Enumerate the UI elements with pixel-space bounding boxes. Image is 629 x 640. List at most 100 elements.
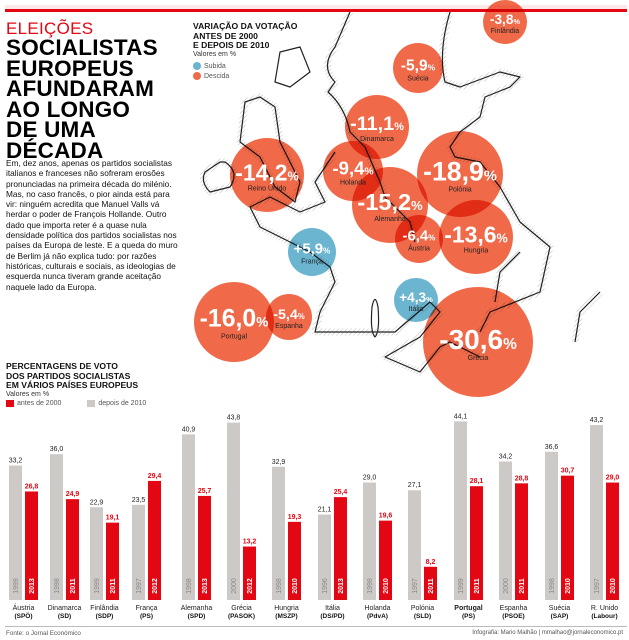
bar-after [470,486,483,600]
value-label-before: 33,2 [9,458,23,465]
bubble-down [393,43,443,93]
value-label-after: 19,3 [288,514,302,521]
bubble-country: Grécia [467,355,489,362]
year-label-after: 2013 [338,578,345,594]
value-label-before: 22,9 [90,499,104,506]
bubble-label: -16,0% Portugal [199,305,269,341]
bubble-country: Portugal [220,333,248,341]
category-label: Espanha [500,605,528,612]
credit-note: Infografia: Mario Malhão | mmalhao@jorna… [472,630,623,636]
bar-before [132,504,145,600]
bubble-percent: % [323,246,331,256]
bubble-down [395,215,443,263]
bubble-down [194,282,274,362]
bubble-label: -5,9% Suécia [401,58,435,82]
party-label: (SAP) [551,613,569,620]
value-label-before: 43,2 [590,417,604,424]
footer-divider [5,626,627,627]
value-label-after: 19,6 [379,513,393,520]
bubble-label: -9,4% Holanda [332,157,373,186]
year-label-after: 2010 [383,578,390,594]
bar-after [379,520,392,600]
value-label-before: 40,9 [182,426,196,433]
legend-item-before: antes de 2000 [6,400,61,407]
category-label: Dinamarca [48,605,82,612]
year-label-before: 2000 [231,578,238,594]
bubble-value: -9,4 [332,157,365,179]
bar-before [90,507,103,600]
chart-title-line: PERCENTAGENS DE VOTO [6,361,118,371]
bar-before [363,482,376,600]
year-label-after: 2010 [565,578,572,594]
bubble-country: Áustria [408,245,430,253]
bubble-percent: % [427,62,436,73]
party-label: (DS/PD) [320,613,344,620]
bubble-value: -5,9 [400,57,428,75]
bubble-percent: % [287,169,299,184]
bubble-country: Alemanha [374,215,406,223]
bubble-label: +4,3% Itália [399,291,433,313]
value-label-after: 29,4 [148,473,162,480]
legend-label: Descida [204,72,230,80]
year-label-before: 1997 [594,578,601,594]
value-label-before: 21,1 [318,507,332,514]
category-label: Finlândia [90,605,119,612]
legend-item-up: Subida [193,61,229,71]
value-label-before: 36,0 [50,446,64,453]
value-label-before: 44,1 [454,413,468,420]
value-label-before: 29,0 [363,475,377,482]
year-label-before: 1998 [54,578,61,594]
year-label-before: 1999 [94,578,101,594]
headline-line: EUROPEUS [6,55,134,81]
party-label: (PS) [462,613,475,620]
bubble-percent: % [496,231,508,246]
category-label: Itália [325,605,340,612]
value-label-after: 28,1 [470,478,484,485]
value-label-after: 8,2 [426,559,436,566]
bar-before [454,421,467,600]
bubble-value: -16,0 [199,305,257,333]
value-label-before: 36,6 [545,444,559,451]
bubble-percent: % [513,17,521,27]
party-label: (PASOK) [228,613,255,620]
bar-after [424,566,437,600]
bar-after [606,482,619,600]
year-label-after: 2011 [110,578,117,593]
legend-label: Subida [204,62,226,70]
bar-after [66,499,79,600]
legend-label: antes de 2000 [17,400,62,407]
chart-title: PERCENTAGENS DE VOTO DOS PARTIDOS SOCIAL… [6,361,138,391]
map-subtitle: Valores em % [193,51,237,58]
year-label-before: 1997 [136,578,143,594]
bubble-value: -13,6 [444,221,497,248]
category-label: Portugal [454,605,482,612]
bubble-label: -13,6% Hungria [444,221,508,255]
value-label-after: 25,7 [198,488,212,495]
bar-before [590,425,603,600]
map-legend: Subida Descida [193,61,229,81]
bubble-country: França [301,258,323,266]
year-label-before: 1998 [367,578,374,594]
bubble-label: -6,4% Áustria [403,229,436,253]
bubble-label: -11,1% Dinamarca [350,113,404,143]
party-label: (MSZP) [275,613,297,620]
down-dot-icon [193,72,201,80]
headline: SOCIALISTAS EUROPEUS AFUNDARAM AO LONGO … [6,37,186,161]
bubble-percent: % [426,295,433,305]
bar-after [334,497,347,600]
bubble-country: Hungria [463,247,489,255]
year-label-before: 1998 [186,578,193,594]
bar-before [227,422,240,600]
year-label-after: 2011 [519,578,526,593]
bubble-value: +4,3 [399,290,427,306]
bubble-value: -11,1 [350,113,395,136]
value-label-before: 23,5 [132,497,146,504]
bubble-country: Suécia [407,74,429,82]
bubble-up [288,228,336,276]
value-label-after: 25,4 [334,489,348,496]
bubble-value: -15,2 [357,189,412,216]
up-dot-icon [193,62,201,70]
party-label: (SLD) [414,613,431,620]
bar-chart: 33,2 26,8 1999 2013 Áustria(SPÖ) 36,0 24,9 1998… [9,413,620,620]
bar-after [561,475,574,600]
